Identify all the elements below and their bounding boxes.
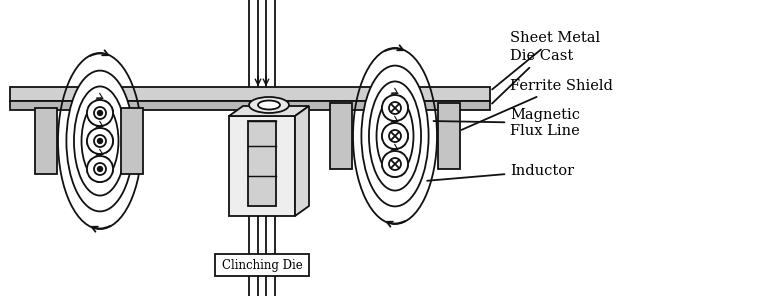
Ellipse shape [66,71,134,211]
Circle shape [98,139,102,144]
Polygon shape [295,106,309,216]
Text: Magnetic
Flux Line: Magnetic Flux Line [433,108,580,138]
Circle shape [94,163,106,175]
Circle shape [98,166,102,171]
Bar [10,87,490,101]
Bar [248,121,276,206]
Ellipse shape [376,97,413,175]
Ellipse shape [249,97,289,113]
Ellipse shape [369,81,421,191]
Circle shape [87,156,113,182]
Circle shape [98,110,102,115]
Bar [215,254,309,276]
Bar [330,103,352,169]
Text: Clinching Die: Clinching Die [222,258,302,271]
Circle shape [389,130,401,142]
Bar [121,108,143,174]
Bar [229,116,295,216]
Circle shape [382,123,408,149]
Text: Die Cast: Die Cast [492,49,573,104]
Circle shape [94,135,106,147]
Circle shape [382,151,408,177]
Ellipse shape [74,86,126,196]
Ellipse shape [362,66,429,206]
Circle shape [94,107,106,119]
Text: Sheet Metal: Sheet Metal [492,31,600,89]
Circle shape [382,95,408,121]
Text: Ferrite Shield: Ferrite Shield [462,79,613,130]
Ellipse shape [258,101,280,110]
Text: Inductor: Inductor [427,164,574,181]
Circle shape [87,100,113,126]
Circle shape [87,128,113,154]
Circle shape [389,102,401,114]
Polygon shape [229,106,309,116]
Bar [438,103,460,169]
Circle shape [389,158,401,170]
Ellipse shape [81,102,119,180]
Bar [35,108,57,174]
Bar [10,101,490,110]
